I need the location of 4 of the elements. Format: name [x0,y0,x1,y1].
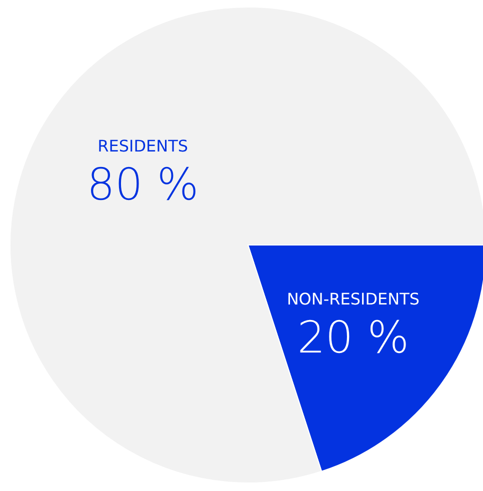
slice-label: NON-RESIDENTS [286,289,420,308]
data-label: 20 % [297,312,410,364]
data-label: 80 % [86,160,199,211]
slice-label: RESIDENTS [98,136,188,156]
